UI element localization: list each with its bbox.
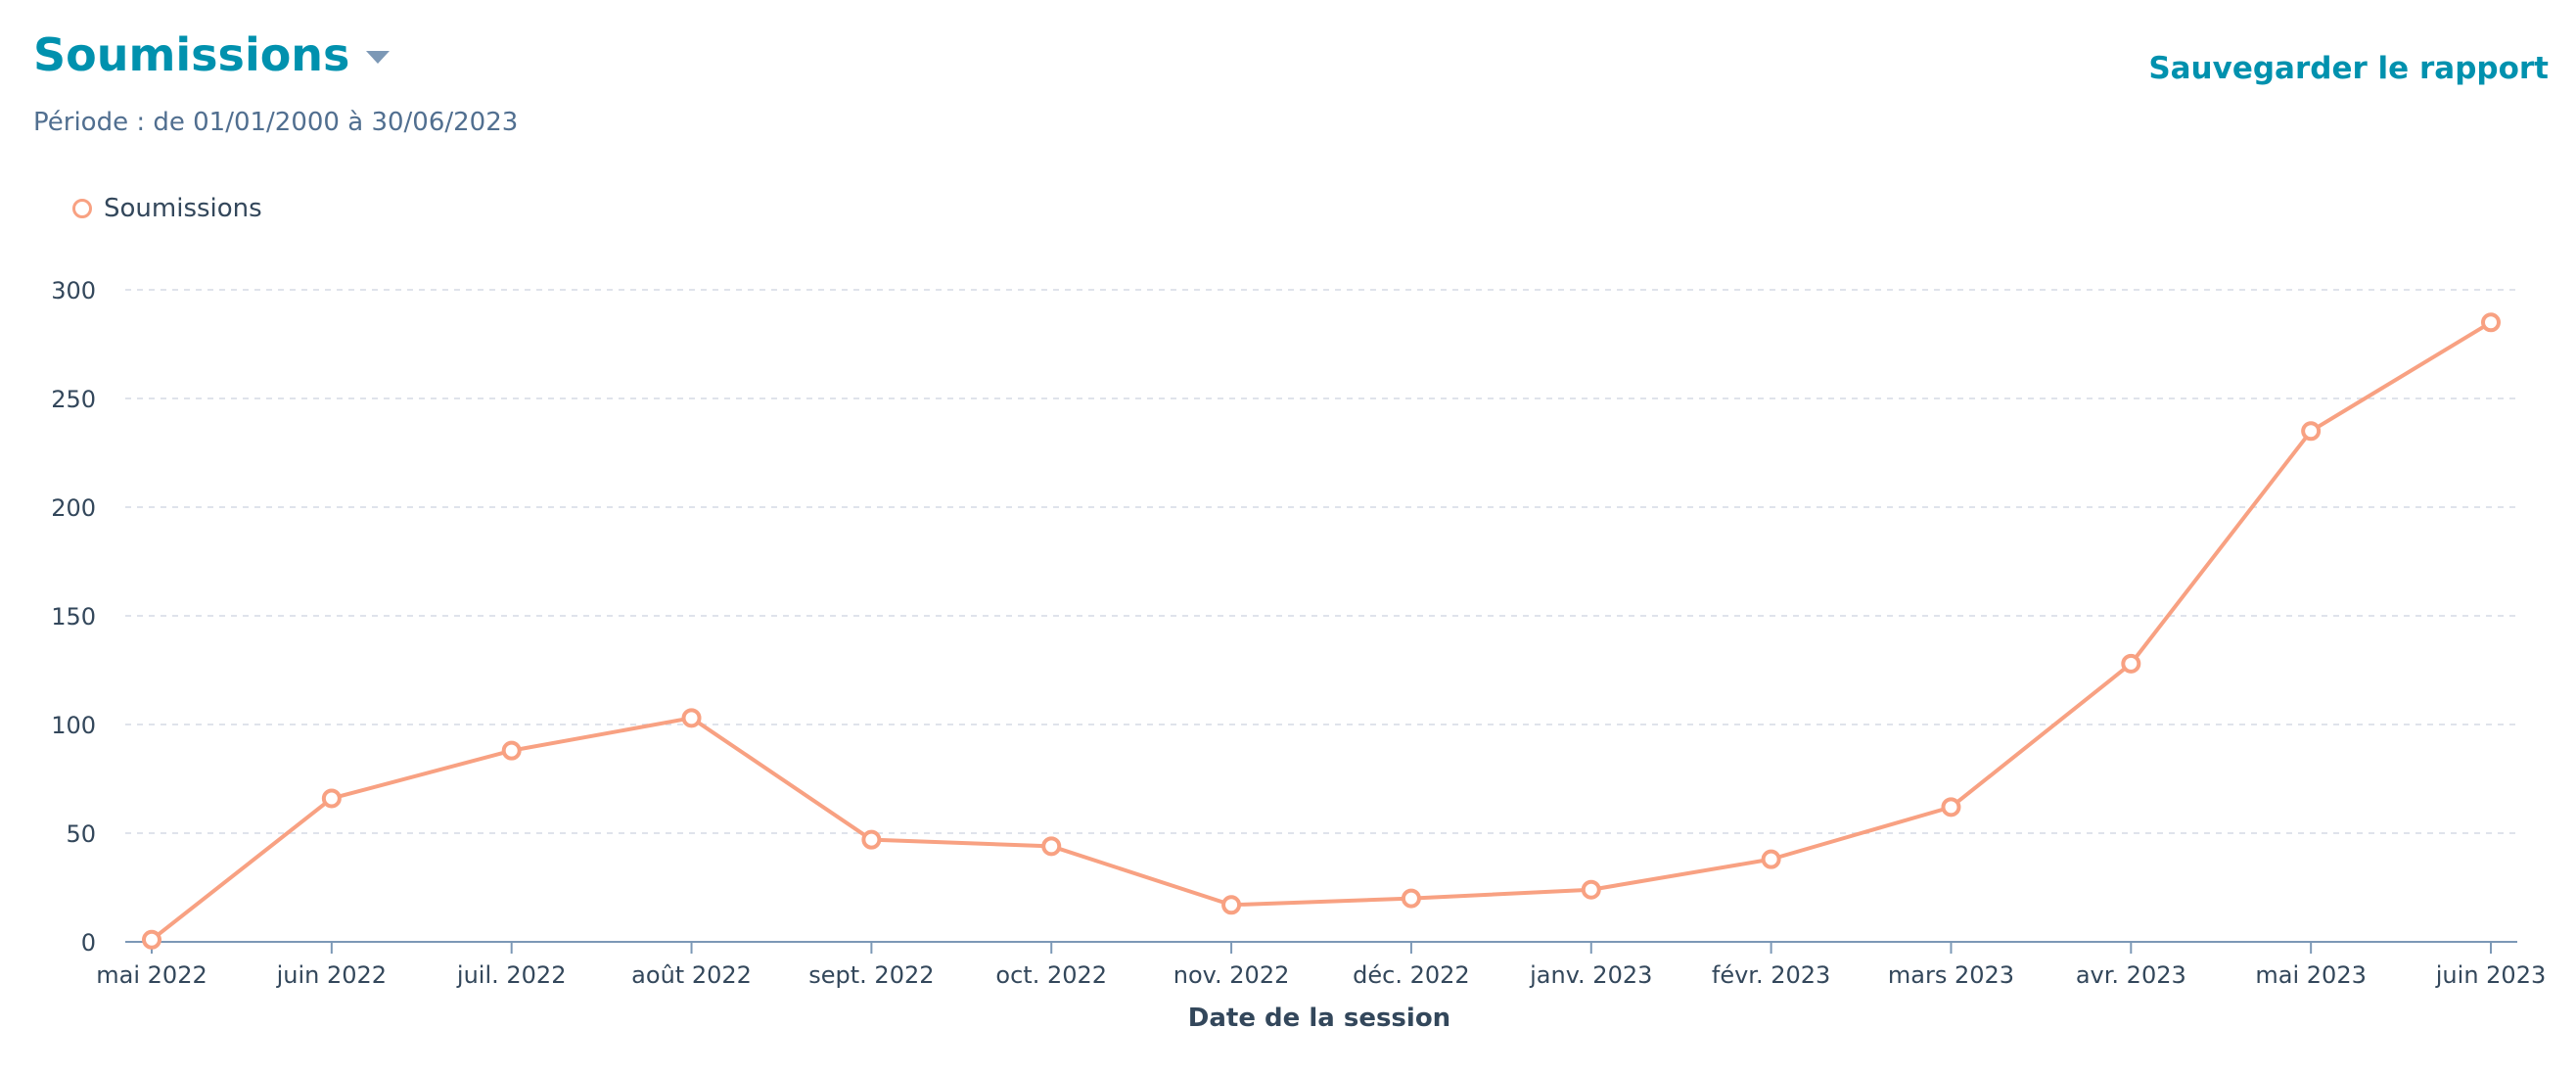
y-tick-label: 200 bbox=[51, 494, 96, 522]
y-tick-label: 300 bbox=[51, 277, 96, 304]
data-point[interactable] bbox=[2121, 653, 2141, 674]
report-header: Soumissions Période : de 01/01/2000 à 30… bbox=[33, 23, 518, 137]
y-tick-label: 50 bbox=[66, 820, 96, 848]
data-point[interactable] bbox=[321, 788, 342, 809]
x-tick-label: févr. 2023 bbox=[1712, 961, 1830, 989]
y-tick-label: 100 bbox=[51, 712, 96, 739]
series-line bbox=[150, 320, 2493, 942]
legend-label[interactable]: Soumissions bbox=[104, 194, 262, 223]
legend-marker-icon bbox=[72, 199, 92, 218]
x-tick-label: juin 2022 bbox=[276, 961, 387, 989]
y-tick-label: 150 bbox=[51, 603, 96, 631]
data-point[interactable] bbox=[1221, 895, 1242, 915]
x-tick-label: mai 2023 bbox=[2255, 961, 2366, 989]
title-row: Soumissions bbox=[33, 23, 518, 86]
data-point[interactable] bbox=[681, 708, 702, 728]
y-tick-label: 250 bbox=[51, 386, 96, 413]
caret-down-icon[interactable] bbox=[365, 50, 391, 66]
data-point[interactable] bbox=[2301, 421, 2322, 442]
data-point[interactable] bbox=[1041, 836, 1062, 857]
x-tick-label: sept. 2022 bbox=[808, 961, 934, 989]
data-point[interactable] bbox=[1761, 849, 1781, 869]
data-point[interactable] bbox=[1401, 888, 1421, 909]
x-tick-label: août 2022 bbox=[631, 961, 752, 989]
x-tick-label: janv. 2023 bbox=[1529, 961, 1652, 989]
data-point[interactable] bbox=[1941, 797, 1961, 818]
save-report-button[interactable]: Sauvegarder le rapport bbox=[2148, 51, 2549, 86]
x-tick-label: mars 2023 bbox=[1888, 961, 2014, 989]
data-point[interactable] bbox=[142, 929, 161, 950]
data-point[interactable] bbox=[1581, 879, 1601, 900]
x-tick-label: mai 2022 bbox=[96, 961, 207, 989]
y-tick-label: 0 bbox=[81, 929, 96, 957]
chart-legend: Soumissions bbox=[72, 194, 262, 223]
x-tick-label: oct. 2022 bbox=[995, 961, 1107, 989]
data-point[interactable] bbox=[501, 740, 522, 761]
x-tick-label: juil. 2022 bbox=[456, 961, 567, 989]
report-title[interactable]: Soumissions bbox=[33, 28, 350, 81]
x-tick-label: avr. 2023 bbox=[2076, 961, 2186, 989]
x-tick-label: juin 2023 bbox=[2435, 961, 2546, 989]
x-axis-title: Date de la session bbox=[1188, 1004, 1450, 1033]
data-point[interactable] bbox=[2481, 312, 2501, 333]
data-point[interactable] bbox=[861, 829, 882, 850]
x-tick-label: déc. 2022 bbox=[1353, 961, 1470, 989]
x-tick-label: nov. 2022 bbox=[1173, 961, 1290, 989]
period-range: Période : de 01/01/2000 à 30/06/2023 bbox=[33, 108, 519, 137]
